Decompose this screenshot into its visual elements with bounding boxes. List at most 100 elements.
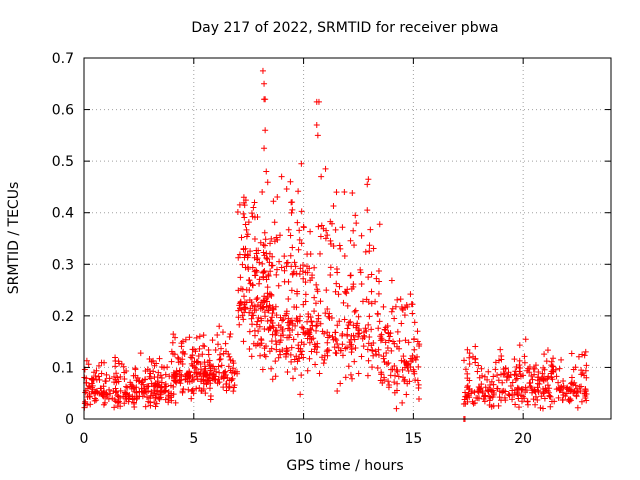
data-point [152,403,159,410]
data-point [98,370,105,377]
data-point [210,376,217,383]
data-point [235,287,242,294]
y-tick-label: 0.3 [52,257,74,273]
data-point [207,380,214,387]
data-point [90,376,97,383]
data-point [183,371,190,378]
data-point [349,375,356,382]
data-point [190,390,197,397]
data-point [95,362,102,369]
data-point [256,280,263,287]
data-point [401,312,408,319]
data-point [305,313,312,320]
data-point [151,362,158,369]
data-point [494,385,501,392]
data-point [86,393,93,400]
data-point [368,271,375,278]
data-point [138,379,145,386]
data-point [143,394,150,401]
data-point [276,348,283,355]
data-point [224,374,231,381]
data-point [379,379,386,386]
data-point [388,277,395,284]
data-point [412,356,419,363]
data-point [172,334,179,341]
data-point [360,343,367,350]
data-point [252,272,259,279]
data-point [238,306,245,313]
y-tick-label: 0.1 [52,360,74,376]
data-point [275,354,282,361]
data-point [363,327,370,334]
data-point [550,355,557,362]
data-point [521,395,528,402]
data-point [273,346,280,353]
data-point [316,370,323,377]
data-point [85,383,92,390]
data-point [186,368,193,375]
data-point [306,339,313,346]
data-point [271,219,278,226]
data-point [254,318,261,325]
data-point [287,232,294,239]
data-point [216,369,223,376]
data-point [540,390,547,397]
data-point [539,370,546,377]
data-point [464,346,471,353]
data-point [337,380,344,387]
data-point [216,323,223,330]
data-point [573,392,580,399]
data-point [408,301,415,308]
data-point [544,375,551,382]
data-point [581,352,588,359]
data-point [127,379,134,386]
data-point [409,310,416,317]
data-point [117,373,124,380]
data-point [353,220,360,227]
data-point [180,386,187,393]
data-point [333,280,340,287]
data-point [515,404,522,411]
data-point [298,240,305,247]
data-point [328,220,335,227]
data-point [295,246,302,253]
data-point [280,316,287,323]
data-point [300,275,307,282]
data-point [259,366,266,373]
data-point [350,227,357,234]
data-point [114,402,121,409]
data-point [111,396,118,403]
data-point [396,337,403,344]
data-point [405,368,412,375]
data-point [565,387,572,394]
data-point [315,223,322,230]
data-point [272,373,279,380]
data-point [259,67,266,74]
data-point [150,368,157,375]
data-point [373,275,380,282]
data-point [123,367,130,374]
data-point [306,355,313,362]
data-point [146,373,153,380]
data-point [364,181,371,188]
data-point [388,347,395,354]
data-point [581,390,588,397]
data-point [484,387,491,394]
data-point [337,245,344,252]
data-point [253,247,260,254]
data-point [314,344,321,351]
data-point [505,391,512,398]
data-point [166,373,173,380]
data-point [541,395,548,402]
data-point [322,310,329,317]
data-point [365,321,372,328]
data-point [261,345,268,352]
data-point [297,348,304,355]
data-point [521,353,528,360]
data-point [241,202,248,209]
data-point [214,380,221,387]
x-tick-label: 20 [514,431,532,447]
data-point [375,290,382,297]
data-point [187,354,194,361]
